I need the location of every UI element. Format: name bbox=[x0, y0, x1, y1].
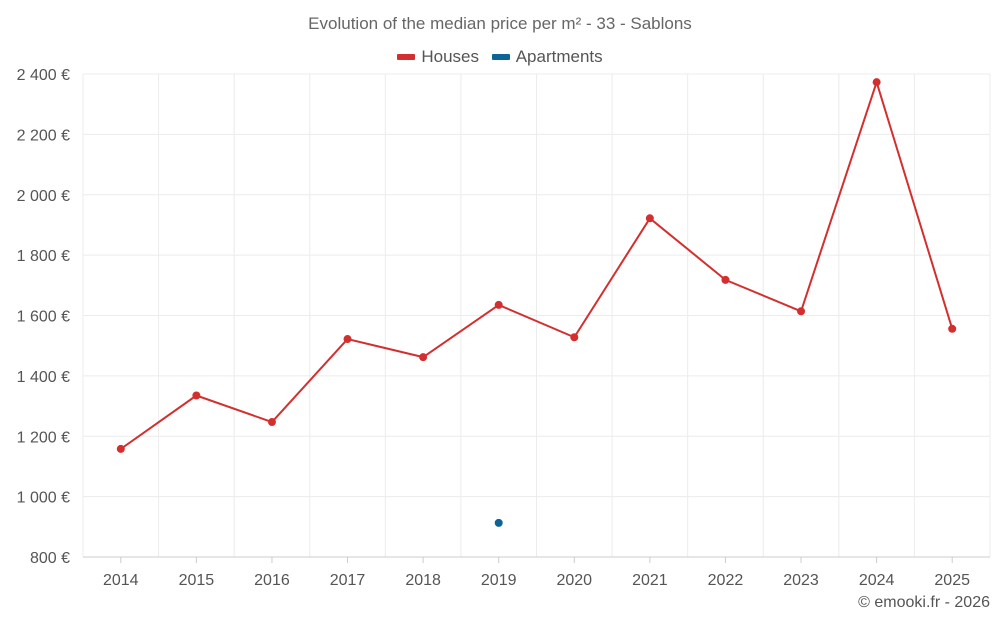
data-point-houses[interactable] bbox=[267, 418, 276, 427]
legend-item-apartments[interactable]: Apartments bbox=[491, 47, 603, 67]
data-point-houses[interactable] bbox=[116, 444, 125, 453]
x-tick-label: 2022 bbox=[708, 572, 744, 589]
y-tick-label: 800 € bbox=[30, 550, 70, 567]
data-point-apartments[interactable] bbox=[494, 518, 503, 527]
x-tick-label: 2017 bbox=[330, 572, 366, 589]
x-tick-label: 2024 bbox=[859, 572, 895, 589]
data-point-houses[interactable] bbox=[570, 333, 579, 342]
data-point-houses[interactable] bbox=[645, 214, 654, 223]
y-tick-label: 1 400 € bbox=[17, 369, 70, 386]
x-tick-label: 2020 bbox=[556, 572, 592, 589]
data-point-houses[interactable] bbox=[343, 335, 352, 344]
data-point-houses[interactable] bbox=[721, 275, 730, 284]
x-tick-label: 2025 bbox=[934, 572, 970, 589]
data-point-houses[interactable] bbox=[192, 391, 201, 400]
legend-swatch-houses bbox=[397, 54, 416, 60]
data-point-houses[interactable] bbox=[419, 353, 428, 362]
y-tick-label: 1 200 € bbox=[17, 429, 70, 446]
x-tick-label: 2015 bbox=[179, 572, 215, 589]
legend-label-houses: Houses bbox=[421, 47, 479, 66]
data-point-houses[interactable] bbox=[797, 307, 806, 316]
x-tick-label: 2023 bbox=[783, 572, 819, 589]
data-point-houses[interactable] bbox=[948, 324, 957, 333]
y-tick-label: 1 600 € bbox=[17, 309, 70, 326]
y-tick-label: 1 000 € bbox=[17, 490, 70, 507]
credit-text: © emooki.fr - 2026 bbox=[858, 594, 990, 611]
x-tick-label: 2019 bbox=[481, 572, 517, 589]
legend-swatch-apartments bbox=[491, 54, 510, 60]
y-tick-label: 1 800 € bbox=[17, 248, 70, 265]
x-tick-label: 2018 bbox=[405, 572, 441, 589]
legend-label-apartments: Apartments bbox=[515, 47, 603, 66]
y-tick-label: 2 000 € bbox=[17, 188, 70, 205]
data-point-houses[interactable] bbox=[494, 300, 503, 309]
data-point-houses[interactable] bbox=[872, 78, 881, 87]
x-tick-label: 2021 bbox=[632, 572, 668, 589]
y-tick-label: 2 200 € bbox=[17, 127, 70, 144]
legend: Houses Apartments bbox=[0, 45, 1000, 67]
series-line-houses bbox=[120, 81, 954, 450]
x-tick-label: 2016 bbox=[254, 572, 290, 589]
chart-title: Evolution of the median price per m² - 3… bbox=[308, 14, 692, 33]
y-tick-label: 2 400 € bbox=[17, 67, 70, 84]
legend-item-houses[interactable]: Houses bbox=[397, 47, 479, 67]
x-tick-label: 2014 bbox=[103, 572, 139, 589]
